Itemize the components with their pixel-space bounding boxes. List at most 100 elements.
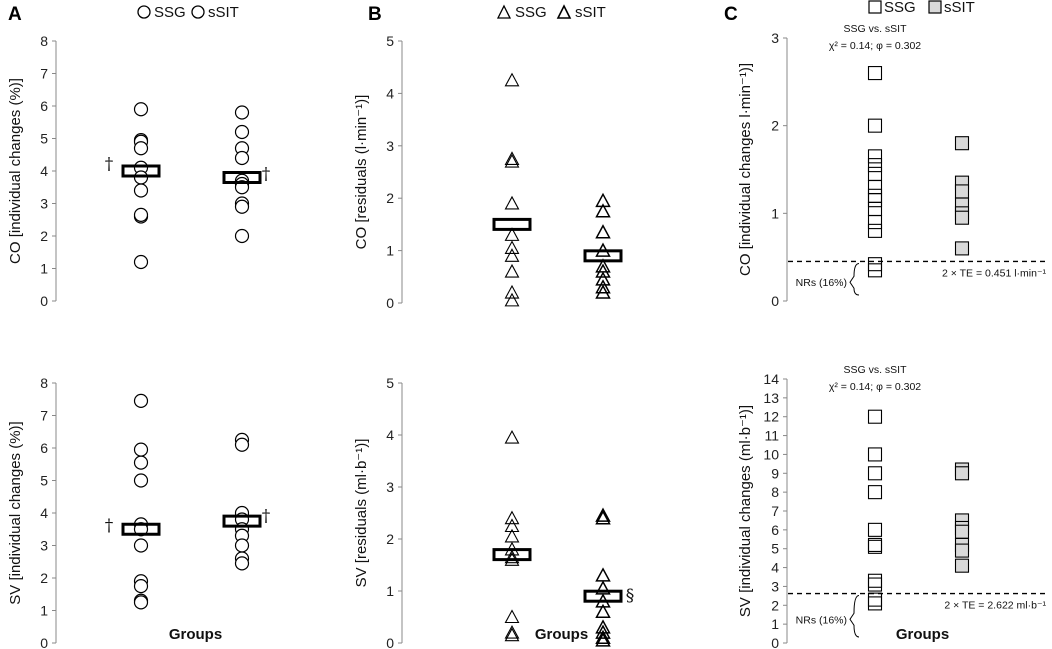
y-tick-label: 3 [386,138,394,154]
legend-b-ssit-label: sSIT [575,4,606,21]
y-tick-label: 0 [40,293,48,309]
y-tick-label: 1 [771,616,779,632]
mean-bar [492,548,532,562]
y-tick-label: 2 [386,190,394,206]
y-tick-label: 2 [386,531,394,547]
y-axis-title: SV [residuals (ml·b⁻¹)] [353,439,370,588]
y-tick-label: 1 [386,243,394,259]
data-point [133,183,149,198]
data-point [595,603,611,619]
y-tick-label: 0 [40,635,48,649]
legend-a-ssit-marker [191,5,205,19]
legend-c-ssg-marker [868,0,882,14]
data-point [867,66,883,81]
y-tick-label: 6 [771,522,779,538]
y-axis-title: CO [individual changes l·min⁻¹)] [737,63,754,276]
y-tick-label: 3 [386,479,394,495]
y-tick-label: 4 [771,560,779,576]
y-tick-label: 7 [40,66,48,82]
y-tick-label: 4 [40,505,48,521]
y-tick-label: 4 [40,163,48,179]
y-tick-label: 1 [40,603,48,619]
chart-b-top-co: 0 1 2 3 4 5 CO [residuals (l·min⁻¹)] [353,33,623,311]
panel-label-c: C [724,4,738,25]
y-tick-label: 6 [40,440,48,456]
data-point [504,153,520,168]
data-point [595,507,611,522]
mean-bar [583,249,623,263]
data-point [595,629,611,645]
y-tick-label: 8 [40,375,48,391]
y-tick-label: 5 [386,375,394,391]
data-point [595,510,611,525]
data-point [133,442,149,457]
data-point [133,579,149,594]
mean-bar [121,164,161,178]
chart-a-top-co: 0 1 2 3 4 5 6 7 8 CO [individual changes (%)] † † [7,33,271,309]
chart-a-bottom-sv: 0 1 2 3 4 5 6 7 8 SV [individual changes (%)] Grou… [7,375,271,649]
y-tick-label: 1 [40,261,48,277]
legend-b: SSG sSIT [496,4,606,21]
dagger-mark: † [262,164,271,184]
y-tick-label: 0 [386,635,394,649]
data-point [504,609,520,624]
data-point [867,149,883,164]
data-point [133,102,149,117]
legend-b-ssg-label: SSG [515,4,547,21]
data-point [595,263,611,278]
data-point [234,199,250,214]
data-point [504,248,520,262]
data-point [595,203,611,218]
nr-label: NRs (16%) [796,614,847,626]
data-point [234,150,250,166]
legend-a-ssg-label: SSG [154,4,186,21]
data-point [954,241,970,256]
y-tick-label: 8 [40,33,48,49]
y-axis-title: CO [residuals (l·min⁻¹)] [353,95,370,250]
data-point [133,254,149,270]
y-tick-label: 0 [386,295,394,311]
nr-brace [849,262,860,296]
data-point [867,263,883,278]
data-point [867,179,883,195]
mean-bar [583,589,623,603]
y-tick-label: 5 [386,33,394,49]
legend-c-ssit-marker [928,0,942,14]
data-point [234,228,250,244]
data-point [867,158,883,173]
data-point [133,141,149,156]
y-tick-label: 13 [763,390,779,406]
y-tick-label: 2 [40,570,48,586]
y-tick-label: 7 [40,408,48,424]
legend-b-ssit-marker [556,4,572,19]
data-point [867,577,883,592]
x-axis-title: Groups [896,626,949,643]
mean-bar [492,217,532,231]
nr-label: NRs (16%) [796,277,847,289]
legend-c-ssit-label: sSIT [944,0,975,16]
data-point [595,224,611,239]
data-point [954,184,970,199]
data-point [867,539,883,554]
y-tick-label: 8 [771,484,779,500]
data-point [595,279,611,294]
y-tick-label: 3 [40,538,48,554]
y-tick-label: 2 [771,597,779,613]
y-tick-label: 3 [771,30,779,46]
y-tick-label: 12 [763,409,779,425]
panel-label-a: A [8,4,22,25]
data-point [133,207,149,222]
y-axis-title: SV [individual changes (%)] [7,421,24,604]
legend-c: SSG sSIT [868,0,975,16]
mean-bar [121,522,161,536]
data-point [133,393,149,408]
chart-b-bottom-sv: 0 1 2 3 4 5 SV [residuals (ml·b⁻¹)] Groups § [353,375,634,649]
y-tick-label: 1 [386,583,394,599]
data-point [954,524,970,539]
data-point [867,596,883,611]
y-tick-label: 2 [40,228,48,244]
y-tick-label: 3 [771,578,779,594]
stats-chi-square: χ² = 0.14; φ = 0.302 [829,381,921,393]
y-tick-label: 2 [771,118,779,134]
